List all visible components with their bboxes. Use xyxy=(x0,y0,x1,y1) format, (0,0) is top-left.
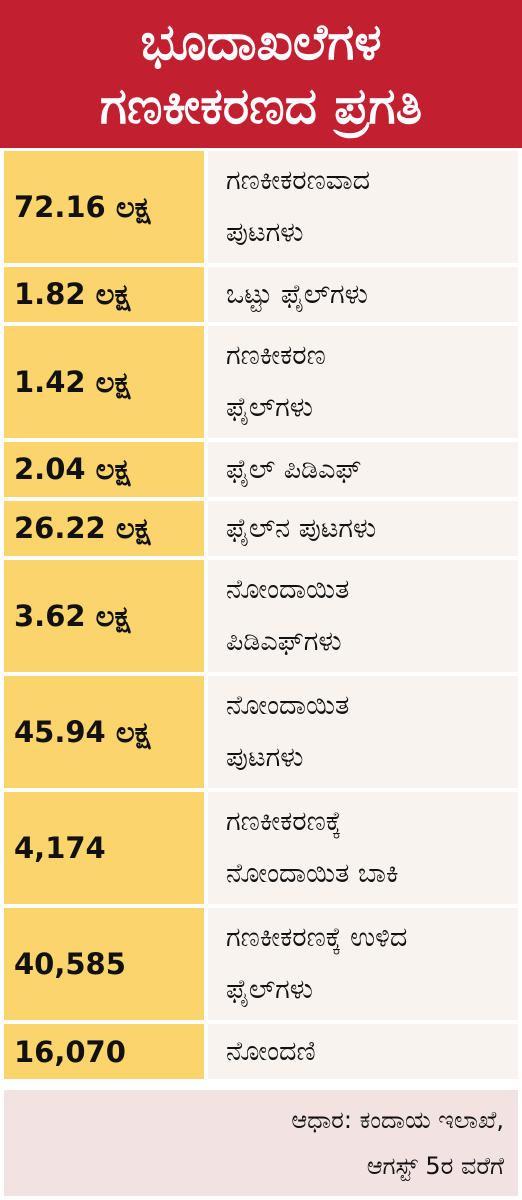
label-line: ನೋಂದಾಯಿತ xyxy=(226,574,350,605)
row-label: ನೋಂದಾಯಿತ ಪಿಡಿಎಫ್‌ಗಳು xyxy=(208,560,518,672)
title-line: ಗಣಕೀಕರಣದ ಪ್ರಗತಿ xyxy=(99,77,423,135)
table-row: 16,070 ನೋಂದಣಿ xyxy=(4,1024,518,1079)
table-row: 45.94 ಲಕ್ಷ ನೋಂದಾಯಿತ ಪುಟಗಳು xyxy=(4,676,518,788)
row-value: 3.62 ಲಕ್ಷ xyxy=(4,560,204,672)
label-line: ಪುಟಗಳು xyxy=(226,742,304,773)
label-line: ಫೈಲ್‌ಗಳು xyxy=(226,974,314,1005)
label-line: ಗಣಕೀಕರಣವಾದ xyxy=(226,165,371,196)
table-row: 1.82 ಲಕ್ಷ ಒಟ್ಟು ಫೈಲ್‌ಗಳು xyxy=(4,267,518,322)
row-value: 2.04 ಲಕ್ಷ xyxy=(4,442,204,497)
table-row: 4,174 ಗಣಕೀಕರಣಕ್ಕೆ ನೋಂದಾಯಿತ ಬಾಕಿ xyxy=(4,792,518,904)
source-line: ಆಗಸ್ಟ್ 5ರ ವರೆಗೆ xyxy=(366,1152,504,1180)
row-label: ಗಣಕೀಕರಣವಾದ ಪುಟಗಳು xyxy=(208,151,518,263)
label-line: ಗಣಕೀಕರಣಕ್ಕೆ xyxy=(226,806,342,837)
label-line: ನೋಂದಾಯಿತ ಬಾಕಿ xyxy=(226,858,399,889)
row-label: ನೋಂದಾಯಿತ ಪುಟಗಳು xyxy=(208,676,518,788)
row-value: 1.42 ಲಕ್ಷ xyxy=(4,326,204,438)
label-line: ಒಟ್ಟು ಫೈಲ್‌ಗಳು xyxy=(226,278,368,310)
label-line: ಗಣಕೀಕರಣಕ್ಕೆ ಉಳಿದ xyxy=(226,922,408,953)
row-value: 72.16 ಲಕ್ಷ xyxy=(4,151,204,263)
label-line: ಫೈಲ್‌ಗಳು xyxy=(226,392,314,423)
row-value: 16,070 xyxy=(4,1024,204,1079)
row-value: 26.22 ಲಕ್ಷ xyxy=(4,501,204,556)
row-label: ಫೈಲ್ ಪಿಡಿಎಫ್ xyxy=(208,442,518,497)
row-label: ಗಣಕೀಕರಣ ಫೈಲ್‌ಗಳು xyxy=(208,326,518,438)
label-line: ನೋಂದಣಿ xyxy=(226,1035,316,1067)
header: ಭೂದಾಖಲೆಗಳ ಗಣಕೀಕರಣದ ಪ್ರಗತಿ xyxy=(0,0,522,148)
row-value: 1.82 ಲಕ್ಷ xyxy=(4,267,204,322)
table-row: 2.04 ಲಕ್ಷ ಫೈಲ್ ಪಿಡಿಎಫ್ xyxy=(4,442,518,497)
row-label: ನೋಂದಣಿ xyxy=(208,1024,518,1079)
table-row: 26.22 ಲಕ್ಷ ಫೈಲ್‌ನ ಪುಟಗಳು xyxy=(4,501,518,556)
table-row: 72.16 ಲಕ್ಷ ಗಣಕೀಕರಣವಾದ ಪುಟಗಳು xyxy=(4,151,518,263)
table: 72.16 ಲಕ್ಷ ಗಣಕೀಕರಣವಾದ ಪುಟಗಳು 1.82 ಲಕ್ಷ ಒಟ್ಟು… xyxy=(4,151,518,1083)
label-line: ಪಿಡಿಎಫ್‌ಗಳು xyxy=(226,626,342,657)
row-value: 40,585 xyxy=(4,908,204,1020)
row-label: ಗಣಕೀಕರಣಕ್ಕೆ ನೋಂದಾಯಿತ ಬಾಕಿ xyxy=(208,792,518,904)
label-line: ಪುಟಗಳು xyxy=(226,217,304,248)
label-line: ಫೈಲ್ ಪಿಡಿಎಫ್ xyxy=(226,453,362,485)
table-row: 3.62 ಲಕ್ಷ ನೋಂದಾಯಿತ ಪಿಡಿಎಫ್‌ಗಳು xyxy=(4,560,518,672)
source-line: ಆಧಾರ: ಕಂದಾಯ ಇಲಾಖೆ, xyxy=(291,1106,504,1134)
label-line: ಫೈಲ್‌ನ ಪುಟಗಳು xyxy=(226,512,377,544)
row-label: ಗಣಕೀಕರಣಕ್ಕೆ ಉಳಿದ ಫೈಲ್‌ಗಳು xyxy=(208,908,518,1020)
row-label: ಒಟ್ಟು ಫೈಲ್‌ಗಳು xyxy=(208,267,518,322)
row-value: 4,174 xyxy=(4,792,204,904)
label-line: ಗಣಕೀಕರಣ xyxy=(226,340,326,371)
table-row: 40,585 ಗಣಕೀಕರಣಕ್ಕೆ ಉಳಿದ ಫೈಲ್‌ಗಳು xyxy=(4,908,518,1020)
title-line: ಭೂದಾಖಲೆಗಳ xyxy=(140,13,382,71)
source-note: ಆಧಾರ: ಕಂದಾಯ ಇಲಾಖೆ, ಆಗಸ್ಟ್ 5ರ ವರೆಗೆ xyxy=(4,1090,518,1196)
row-value: 45.94 ಲಕ್ಷ xyxy=(4,676,204,788)
row-label: ಫೈಲ್‌ನ ಪುಟಗಳು xyxy=(208,501,518,556)
table-row: 1.42 ಲಕ್ಷ ಗಣಕೀಕರಣ ಫೈಲ್‌ಗಳು xyxy=(4,326,518,438)
label-line: ನೋಂದಾಯಿತ xyxy=(226,690,350,721)
